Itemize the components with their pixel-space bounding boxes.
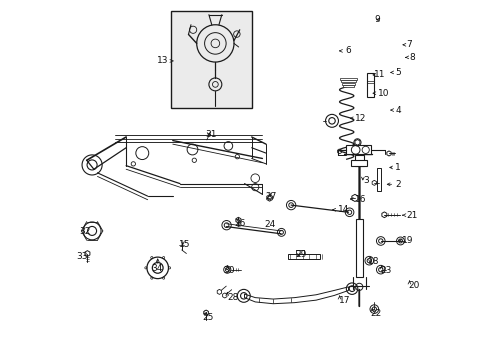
Text: 3: 3 bbox=[362, 176, 368, 185]
Text: 13: 13 bbox=[157, 57, 168, 66]
Text: 1: 1 bbox=[394, 163, 400, 172]
Text: 4: 4 bbox=[394, 105, 400, 114]
Bar bbox=[340, 80, 355, 82]
Text: 29: 29 bbox=[295, 250, 306, 259]
Text: 28: 28 bbox=[227, 293, 238, 302]
Polygon shape bbox=[266, 195, 272, 201]
Polygon shape bbox=[217, 289, 221, 294]
Text: 20: 20 bbox=[408, 281, 419, 290]
Text: 26: 26 bbox=[234, 219, 245, 228]
Bar bbox=[354, 155, 363, 166]
Polygon shape bbox=[85, 251, 90, 256]
Text: 27: 27 bbox=[265, 192, 276, 201]
Text: 30: 30 bbox=[223, 266, 234, 275]
Bar bbox=[287, 254, 319, 259]
Bar bbox=[355, 220, 362, 277]
Text: 6: 6 bbox=[344, 46, 350, 55]
Text: 33: 33 bbox=[76, 252, 87, 261]
Text: 15: 15 bbox=[179, 240, 190, 249]
Text: 34: 34 bbox=[151, 264, 163, 273]
Bar bbox=[345, 145, 370, 154]
Polygon shape bbox=[371, 180, 376, 185]
Polygon shape bbox=[203, 310, 208, 315]
Bar bbox=[376, 168, 380, 192]
Text: 10: 10 bbox=[377, 89, 388, 98]
Bar bbox=[351, 160, 366, 166]
Text: 31: 31 bbox=[205, 130, 217, 139]
Bar bbox=[343, 85, 353, 87]
Text: 14: 14 bbox=[337, 205, 348, 214]
Text: 11: 11 bbox=[373, 71, 385, 80]
Polygon shape bbox=[225, 267, 229, 272]
Text: 24: 24 bbox=[264, 220, 275, 229]
Polygon shape bbox=[386, 151, 390, 156]
Polygon shape bbox=[222, 293, 226, 298]
Bar bbox=[366, 73, 373, 97]
Polygon shape bbox=[244, 287, 348, 304]
Polygon shape bbox=[235, 217, 241, 223]
Text: 32: 32 bbox=[80, 227, 91, 236]
Text: 5: 5 bbox=[394, 68, 400, 77]
Text: 12: 12 bbox=[354, 114, 366, 123]
Text: 9: 9 bbox=[373, 15, 379, 24]
Text: 22: 22 bbox=[370, 309, 381, 318]
Polygon shape bbox=[381, 212, 386, 218]
Text: 21: 21 bbox=[405, 211, 416, 220]
Text: 23: 23 bbox=[379, 266, 390, 275]
Text: 17: 17 bbox=[338, 296, 349, 305]
Polygon shape bbox=[351, 194, 357, 202]
Polygon shape bbox=[354, 139, 359, 145]
Text: 18: 18 bbox=[367, 257, 379, 266]
Text: 19: 19 bbox=[402, 236, 413, 245]
Bar bbox=[339, 78, 356, 80]
Text: 7: 7 bbox=[405, 40, 411, 49]
Text: 16: 16 bbox=[354, 194, 366, 203]
Text: 25: 25 bbox=[202, 313, 213, 322]
Bar bbox=[341, 83, 354, 85]
Bar bbox=[171, 12, 251, 108]
Text: 2: 2 bbox=[394, 180, 400, 189]
Text: 8: 8 bbox=[408, 53, 414, 62]
Polygon shape bbox=[203, 310, 208, 315]
